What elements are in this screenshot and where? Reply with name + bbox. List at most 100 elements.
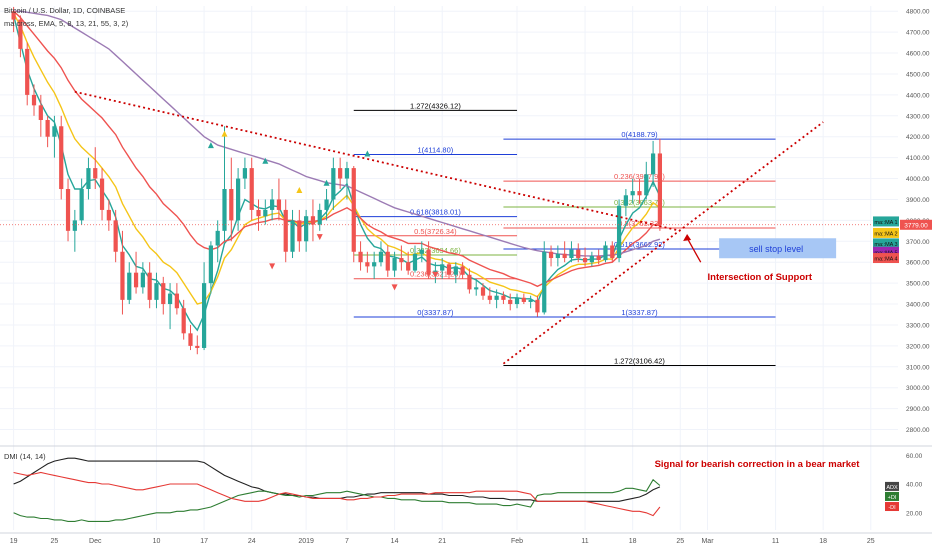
candle-body <box>297 220 302 242</box>
time-tick-label: 24 <box>248 538 256 545</box>
dmi-tick-label: 60.00 <box>906 453 923 460</box>
sell-stop-box <box>719 238 837 259</box>
price-tick-label: 4500.00 <box>906 71 930 78</box>
ma-tag-label: ma::MA 2 <box>874 231 897 237</box>
candle-body <box>188 333 193 346</box>
moving-average-line <box>13 10 661 288</box>
candle-body <box>630 191 635 196</box>
price-tick-label: 2900.00 <box>906 406 930 413</box>
candle-body <box>86 168 91 190</box>
candle-body <box>392 258 397 271</box>
last-price-tag <box>900 219 932 230</box>
time-tick-label: 25 <box>676 538 684 545</box>
price-tick-label: 3900.00 <box>906 197 930 204</box>
candle-body <box>508 299 513 305</box>
candle-body <box>480 287 486 296</box>
ma-tag-label: ma::MA 1 <box>874 220 897 226</box>
dmi-tag <box>885 491 899 501</box>
candle-body <box>140 272 145 288</box>
price-tick-label: 4800.00 <box>906 9 930 16</box>
candle-body <box>344 168 350 179</box>
candle-body <box>562 253 567 259</box>
time-tick-label: 25 <box>51 538 59 545</box>
signal-markers <box>207 130 439 291</box>
candle-body <box>528 299 533 302</box>
signal-marker <box>391 284 398 291</box>
intersection-label: Intersection of Support <box>708 272 813 283</box>
candle-body <box>623 195 628 206</box>
signal-marker <box>262 157 269 164</box>
candle-body <box>487 295 492 300</box>
symbol-title: Bitcoin / U.S. Dollar, 1D, COINBASE <box>4 6 125 15</box>
dmi-tag <box>885 502 899 512</box>
candle-body <box>283 209 288 252</box>
candle-body <box>133 272 139 288</box>
candle-body <box>494 295 499 300</box>
price-tick-label: 3500.00 <box>906 281 930 288</box>
ma-tag <box>873 246 899 257</box>
candle-body <box>11 11 16 20</box>
time-tick-label: 2019 <box>298 538 314 545</box>
time-tick-label: 19 <box>10 538 18 545</box>
candle-body <box>256 209 261 217</box>
moving-average-line <box>12 15 661 332</box>
dmi-annotation: Signal for bearish correction in a bear … <box>655 459 861 470</box>
time-tick-label: 14 <box>391 538 399 545</box>
signal-marker <box>296 187 303 194</box>
signal-marker <box>207 142 214 149</box>
candle-body <box>446 264 452 275</box>
fib-level-label: 0.618(3818.01) <box>410 208 461 217</box>
candle-body <box>215 230 220 246</box>
axes: 2800.00 2900.00 3000.00 3100.00 3200.00 3300.… <box>10 9 932 545</box>
candle-body <box>542 251 547 313</box>
time-tick-label: 18 <box>629 538 637 545</box>
candle-body <box>201 283 207 348</box>
last-price-label: 3779.00 <box>904 222 928 229</box>
candle-body <box>331 168 336 200</box>
candle-body <box>65 189 71 231</box>
price-tick-label: 3600.00 <box>906 260 930 267</box>
candle-body <box>419 249 424 254</box>
price-tick-label: 3700.00 <box>906 239 930 246</box>
candle-body <box>440 264 445 271</box>
time-tick-label: Mar <box>701 538 714 545</box>
sell-stop-label: sell stop level <box>749 244 803 254</box>
time-tick-label: 21 <box>438 538 446 545</box>
ma-tag <box>873 227 899 238</box>
candle-body <box>93 168 98 179</box>
candle-body <box>399 258 404 263</box>
signal-marker <box>432 271 439 278</box>
candle-body <box>229 189 234 221</box>
candle-body <box>147 272 152 300</box>
candle-body <box>235 178 241 221</box>
candle-body <box>18 19 23 49</box>
dmi-title: DMI (14, 14) <box>4 452 46 461</box>
fib-level-label: 0.618(3662.92) <box>614 240 665 249</box>
signal-marker <box>364 150 371 157</box>
candle-body <box>317 209 322 225</box>
signal-marker <box>316 234 323 241</box>
candle-body <box>467 274 472 290</box>
candle-body <box>310 216 316 225</box>
dmi-line <box>13 478 661 522</box>
signal-marker <box>221 130 228 137</box>
candle-body <box>52 126 57 137</box>
price-tick-label: 4300.00 <box>906 113 930 120</box>
candle-body <box>610 245 615 259</box>
ma-tag-label: ma::MA 3 <box>874 242 897 248</box>
fib-level-label: 0.236(3987.97) <box>614 172 665 181</box>
ma-tag <box>873 216 899 227</box>
price-tick-label: 3000.00 <box>906 385 930 392</box>
candle-body <box>589 255 594 263</box>
fib-level-label: 1.272(4326.12) <box>410 101 461 110</box>
candle-body <box>79 189 84 221</box>
candle-body <box>249 168 254 210</box>
dmi-tag-label: +DI <box>888 495 897 501</box>
candle-body <box>426 249 431 275</box>
candle-body <box>45 119 50 137</box>
price-tick-label: 2800.00 <box>906 427 930 434</box>
time-tick-label: 25 <box>867 538 875 545</box>
candle-body <box>351 168 356 252</box>
